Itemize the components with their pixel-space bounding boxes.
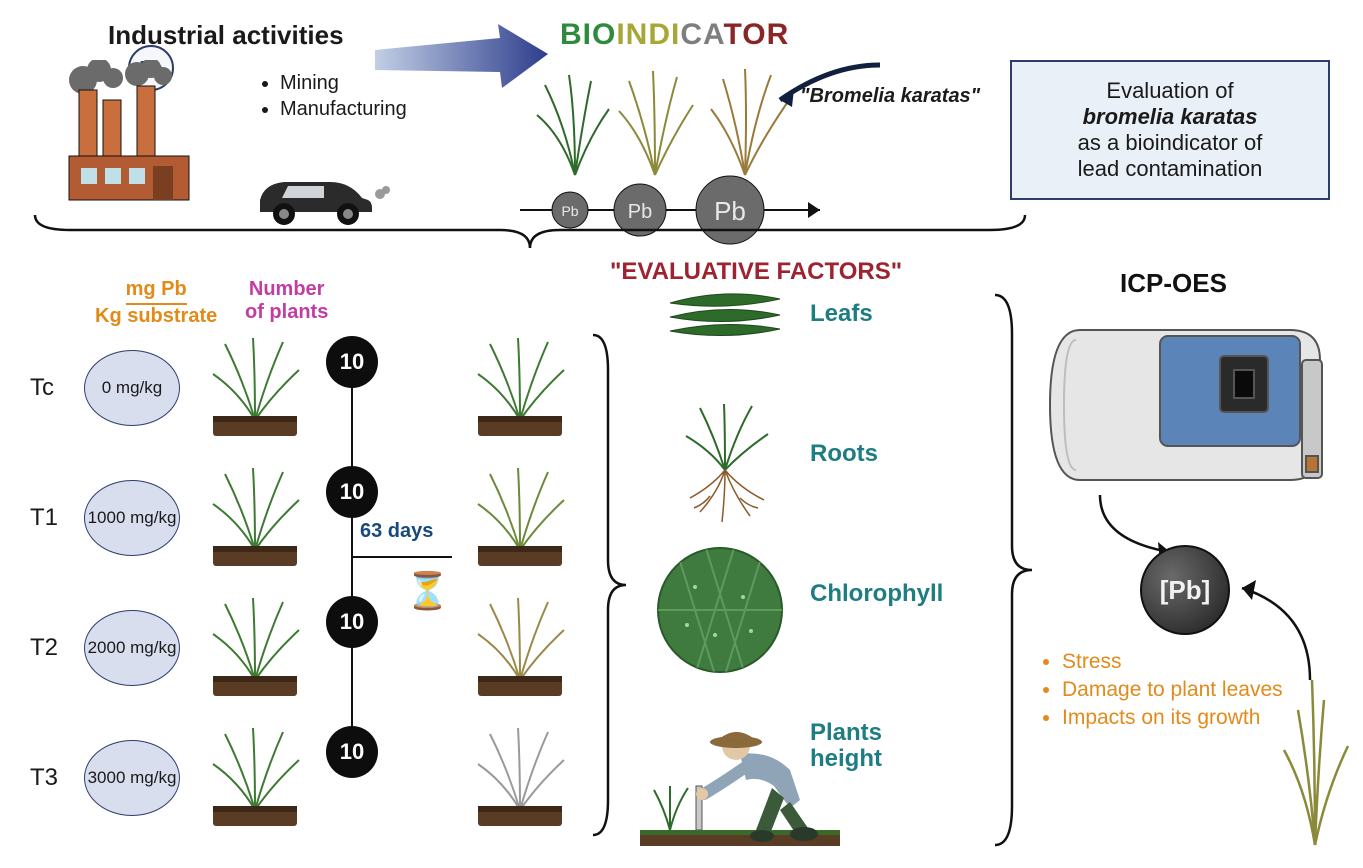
text: height xyxy=(810,745,882,772)
right-bracket-icon xyxy=(990,290,1034,850)
dose-ratio-label: mg Pb Kg substrate xyxy=(95,278,217,328)
icp-oes-instrument-icon xyxy=(1040,300,1330,510)
mid-bracket-icon xyxy=(588,330,628,840)
treatment-id: T2 xyxy=(30,634,70,662)
bioindicator-title: BIOINDICATOR xyxy=(560,18,789,52)
dose-badge: 1000 mg/kg xyxy=(84,480,180,556)
bioindicator-plants-icon xyxy=(525,55,805,185)
number-of-plants-label: Numberof plants xyxy=(245,278,328,324)
factor-roots-label: Roots xyxy=(810,440,878,468)
evaluative-factors-title: "EVALUATIVE FACTORS" xyxy=(610,258,902,286)
plant-count-badge: 10 xyxy=(326,336,378,388)
treatment-row: Tc 0 mg/kg xyxy=(30,350,180,426)
factory-icon xyxy=(55,60,205,210)
factor-chlorophyll-label: Chlorophyll xyxy=(810,580,943,608)
text: mg Pb xyxy=(126,278,187,305)
dose-badge: 3000 mg/kg xyxy=(84,740,180,816)
list-item: Impacts on its growth xyxy=(1062,706,1283,730)
leaves-icon xyxy=(660,285,790,345)
bio-part: CA xyxy=(680,18,723,51)
pb-concentration-result: [Pb] xyxy=(1140,545,1230,635)
top-bracket-icon xyxy=(30,210,1030,250)
plant-pot-icon xyxy=(195,330,315,440)
treatment-row: T1 1000 mg/kg xyxy=(30,480,180,556)
arrow-icon xyxy=(370,20,550,100)
impacts-list: Stress Damage to plant leaves Impacts on… xyxy=(1040,650,1283,734)
treatment-row: T3 3000 mg/kg xyxy=(30,740,180,816)
chlorophyll-icon xyxy=(655,545,785,675)
bio-part: TOR xyxy=(723,18,789,51)
dose-badge: 2000 mg/kg xyxy=(84,610,180,686)
evaluation-summary-box: Evaluation of bromelia karatas as a bioi… xyxy=(1010,60,1330,200)
list-item: Stress xyxy=(1062,650,1283,674)
connector-line xyxy=(351,360,353,760)
roots-icon xyxy=(660,400,790,530)
factor-leafs-label: Leafs xyxy=(810,300,873,328)
plant-pot-icon xyxy=(460,720,580,830)
hourglass-icon: ⏳ xyxy=(405,570,450,612)
plant-pot-icon xyxy=(195,590,315,700)
bio-part: BIO xyxy=(560,18,616,51)
duration-label: 63 days xyxy=(360,520,433,543)
treatment-id: Tc xyxy=(30,374,70,402)
text: bromelia karatas xyxy=(1083,104,1258,129)
text: Kg substrate xyxy=(95,305,217,327)
icp-oes-label: ICP-OES xyxy=(1120,268,1227,299)
text: as a bioindicator of xyxy=(1078,130,1263,155)
plant-count-badge: 10 xyxy=(326,596,378,648)
factor-height-label: Plants height xyxy=(810,720,882,773)
plant-pot-icon xyxy=(460,330,580,440)
plant-count-badge: 10 xyxy=(326,726,378,778)
plant-pot-icon xyxy=(460,590,580,700)
text: lead contamination xyxy=(1078,156,1263,181)
bio-part: INDI xyxy=(616,18,680,51)
damaged-plant-icon xyxy=(1270,660,1360,850)
text: Plants xyxy=(810,719,882,746)
plant-pot-icon xyxy=(195,720,315,830)
plant-pot-icon xyxy=(460,460,580,570)
list-item: Damage to plant leaves xyxy=(1062,678,1283,702)
species-label: "Bromelia karatas" xyxy=(800,85,980,108)
treatment-id: T3 xyxy=(30,764,70,792)
treatment-row: T2 2000 mg/kg xyxy=(30,610,180,686)
plant-pot-icon xyxy=(195,460,315,570)
connector-line xyxy=(352,556,452,558)
plant-count-badge: 10 xyxy=(326,466,378,518)
treatment-id: T1 xyxy=(30,504,70,532)
text: Evaluation of xyxy=(1106,78,1233,103)
dose-badge: 0 mg/kg xyxy=(84,350,180,426)
